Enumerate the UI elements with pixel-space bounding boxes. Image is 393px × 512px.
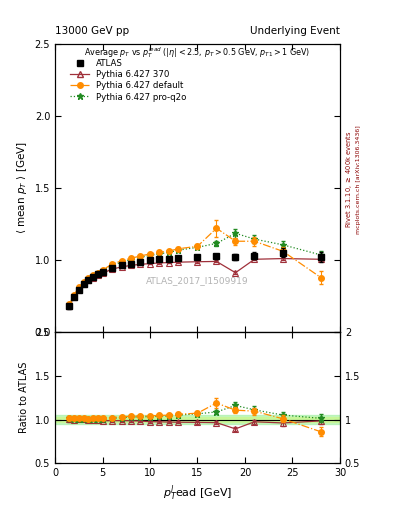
Legend: ATLAS, Pythia 6.427 370, Pythia 6.427 default, Pythia 6.427 pro-q2o: ATLAS, Pythia 6.427 370, Pythia 6.427 de… — [68, 56, 189, 104]
Text: ATLAS_2017_I1509919: ATLAS_2017_I1509919 — [146, 275, 249, 285]
Text: Average $p_T$ vs $p_T^{lead}$ ($|\eta| < 2.5$, $p_T > 0.5$ GeV, $p_{T1} > 1$ GeV: Average $p_T$ vs $p_T^{lead}$ ($|\eta| <… — [84, 45, 310, 60]
X-axis label: $p_T^l$ead [GeV]: $p_T^l$ead [GeV] — [163, 484, 232, 503]
Text: 13000 GeV pp: 13000 GeV pp — [55, 26, 129, 36]
Bar — [55, 417, 340, 422]
Text: Rivet 3.1.10, $\geq$ 400k events: Rivet 3.1.10, $\geq$ 400k events — [344, 131, 354, 228]
Y-axis label: $\langle$ mean $p_T$ $\rangle$ [GeV]: $\langle$ mean $p_T$ $\rangle$ [GeV] — [15, 141, 29, 234]
Text: mcplots.cern.ch [arXiv:1306.3436]: mcplots.cern.ch [arXiv:1306.3436] — [356, 125, 361, 233]
Bar — [55, 415, 340, 424]
Y-axis label: Ratio to ATLAS: Ratio to ATLAS — [19, 362, 29, 434]
Text: Underlying Event: Underlying Event — [250, 26, 340, 36]
